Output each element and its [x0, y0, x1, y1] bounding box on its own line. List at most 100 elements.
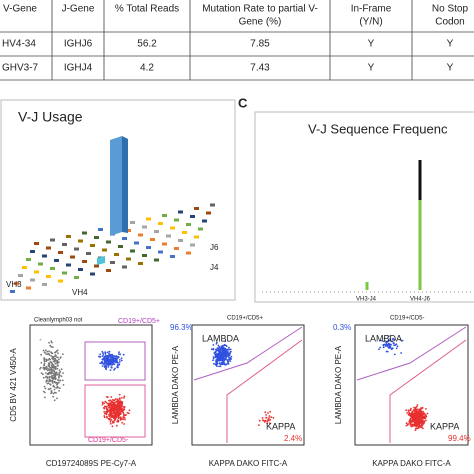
- event-dot: [212, 356, 215, 358]
- event-dot: [393, 344, 395, 347]
- event-dot: [422, 420, 425, 422]
- event-dot: [105, 363, 108, 365]
- event-dot: [111, 360, 114, 363]
- event-dot: [216, 365, 218, 367]
- event-dot: [406, 412, 408, 414]
- event-dot: [105, 407, 108, 410]
- flow-plots: Cleanlymph03 not CD19+/CD5+ T/NK CD19+/CD5-…: [9, 316, 471, 469]
- gate-label: CD19+/CD5+: [118, 318, 160, 325]
- floor-cell: [66, 235, 71, 238]
- event-dot: [221, 363, 223, 366]
- bar-side: [122, 136, 128, 233]
- event-dot: [121, 421, 124, 424]
- event-dot: [111, 425, 114, 428]
- event-dot: [414, 408, 416, 411]
- event-dot: [214, 348, 217, 351]
- event-dot: [47, 353, 49, 356]
- event-dot: [115, 415, 118, 418]
- event-dot: [392, 342, 395, 344]
- event-dot: [43, 351, 46, 354]
- header-cell: (Y/N): [359, 17, 382, 28]
- event-dot: [109, 353, 112, 356]
- event-dot: [108, 413, 110, 416]
- event-dot: [261, 417, 264, 419]
- event-dot: [103, 405, 106, 408]
- event-dot: [40, 361, 43, 364]
- event-dot: [105, 358, 108, 361]
- event-dot: [103, 410, 106, 413]
- event-dot: [110, 366, 113, 369]
- event-dot: [49, 344, 52, 347]
- event-dot: [107, 403, 110, 406]
- event-dot: [218, 365, 221, 368]
- event-dot: [59, 371, 62, 373]
- event-dot: [224, 350, 227, 353]
- event-dot: [111, 422, 114, 424]
- event-dot: [113, 363, 116, 365]
- event-dot: [421, 406, 424, 409]
- event-dot: [119, 408, 121, 410]
- event-dot: [116, 419, 119, 422]
- event-dot: [110, 414, 113, 416]
- event-dot: [122, 413, 125, 415]
- floor-cell: [38, 262, 43, 266]
- floor-cell: [34, 242, 39, 245]
- floor-cell: [190, 215, 195, 218]
- event-dot: [113, 408, 116, 411]
- event-dot: [46, 369, 49, 372]
- event-dot: [405, 424, 408, 427]
- event-dot: [45, 379, 48, 382]
- event-dot: [105, 410, 108, 413]
- event-dot: [122, 418, 125, 421]
- event-dot: [101, 355, 104, 358]
- floor-cell: [30, 250, 35, 253]
- event-dot: [121, 397, 123, 399]
- event-dot: [45, 376, 47, 378]
- event-dot: [118, 351, 120, 354]
- event-dot: [218, 362, 221, 365]
- bar: [110, 136, 122, 236]
- floor-cell: [50, 267, 55, 270]
- event-dot: [270, 416, 273, 419]
- gate-label: KAPPA: [430, 421, 459, 431]
- event-dot: [61, 379, 64, 382]
- event-dot: [48, 376, 51, 379]
- event-dot: [416, 427, 419, 430]
- event-dot: [120, 359, 123, 362]
- event-dot: [109, 355, 112, 358]
- event-dot: [227, 351, 229, 353]
- event-dot: [61, 353, 64, 356]
- event-dot: [108, 355, 110, 358]
- event-dot: [409, 417, 412, 420]
- event-dot: [44, 391, 46, 394]
- event-dot: [120, 407, 123, 409]
- event-dot: [45, 368, 48, 370]
- event-dot: [269, 418, 272, 421]
- event-dot: [412, 418, 415, 421]
- floor-cell: [114, 253, 119, 256]
- percent: 96.3%: [170, 323, 193, 332]
- event-dot: [50, 375, 53, 378]
- event-dot: [214, 351, 217, 354]
- event-dot: [46, 382, 49, 385]
- floor-cell: [74, 247, 79, 251]
- event-dot: [266, 422, 269, 425]
- event-dot: [413, 406, 415, 409]
- event-dot: [220, 352, 222, 354]
- event-dot: [44, 396, 46, 399]
- floor-cell: [46, 246, 51, 250]
- floor-cell: [174, 247, 179, 250]
- event-dot: [109, 409, 112, 411]
- floor-cell: [158, 222, 163, 225]
- table-cell: IGHJ4: [64, 63, 93, 74]
- header-cell: In-Frame: [351, 4, 392, 15]
- event-dot: [110, 396, 113, 398]
- gate: [84, 384, 146, 438]
- event-dot: [102, 354, 105, 356]
- header-cell: No Stop: [432, 4, 469, 15]
- event-dot: [414, 413, 417, 415]
- event-dot: [54, 368, 57, 371]
- floor-cell: [162, 214, 167, 217]
- event-dot: [108, 406, 111, 408]
- y-axis-label: LAMBDA DAKO PE-A: [334, 345, 343, 424]
